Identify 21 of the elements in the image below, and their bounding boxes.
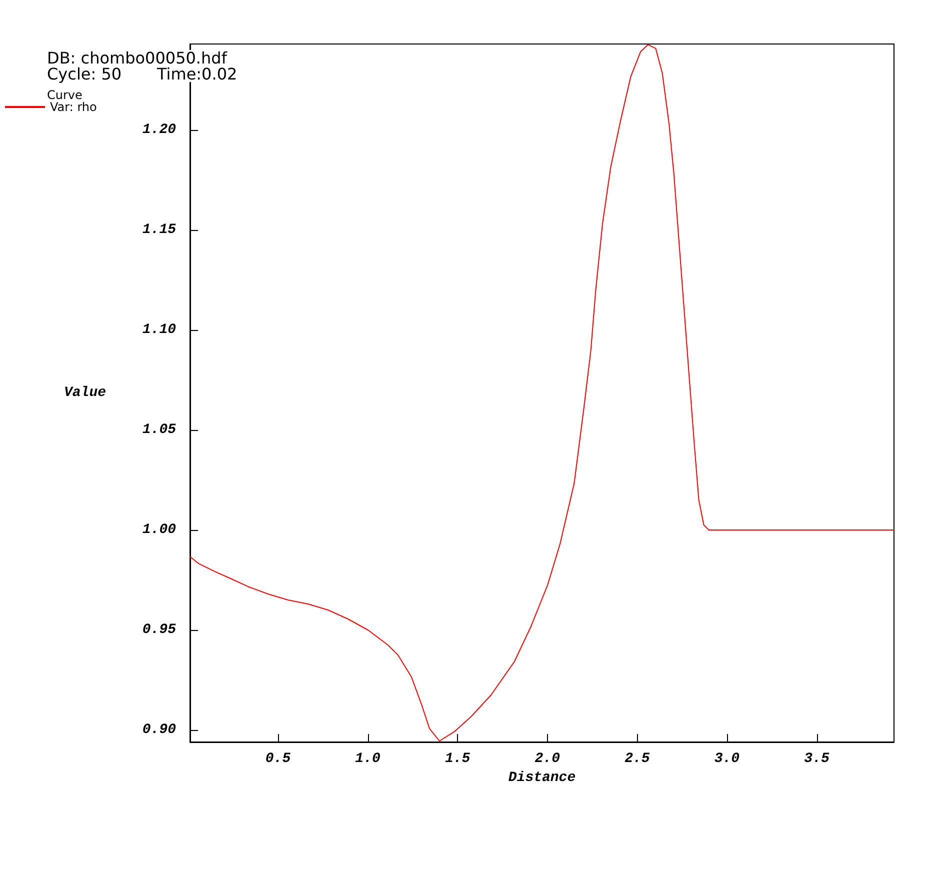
x-tick-label: 3.0 bbox=[714, 751, 740, 767]
annotation: DB: chombo00050.hdf bbox=[47, 48, 228, 68]
x-axis-title: Distance bbox=[508, 770, 576, 786]
y-tick-label: 1.15 bbox=[142, 222, 177, 238]
x-tick-label: 1.5 bbox=[444, 751, 471, 767]
y-axis-title: Value bbox=[64, 385, 106, 401]
y-tick-label: 1.00 bbox=[142, 522, 176, 538]
legend-title: Curve bbox=[47, 88, 82, 102]
legend-label: Var: rho bbox=[50, 100, 97, 114]
x-tick-label: 3.5 bbox=[804, 751, 830, 767]
annotation: Time:0.02 bbox=[156, 64, 238, 84]
y-tick-label: 0.90 bbox=[142, 722, 176, 738]
y-tick-label: 1.05 bbox=[142, 422, 177, 438]
x-tick-label: 1.0 bbox=[355, 751, 380, 767]
y-tick-label: 0.95 bbox=[142, 622, 177, 638]
y-tick-label: 1.10 bbox=[142, 322, 176, 338]
text: Cycle: 50 bbox=[47, 64, 122, 84]
x-tick-label: 2.5 bbox=[624, 751, 650, 767]
x-tick-label: 0.5 bbox=[265, 751, 292, 767]
y-tick-label: 1.20 bbox=[142, 122, 176, 138]
x-tick-label: 2.0 bbox=[534, 751, 560, 767]
